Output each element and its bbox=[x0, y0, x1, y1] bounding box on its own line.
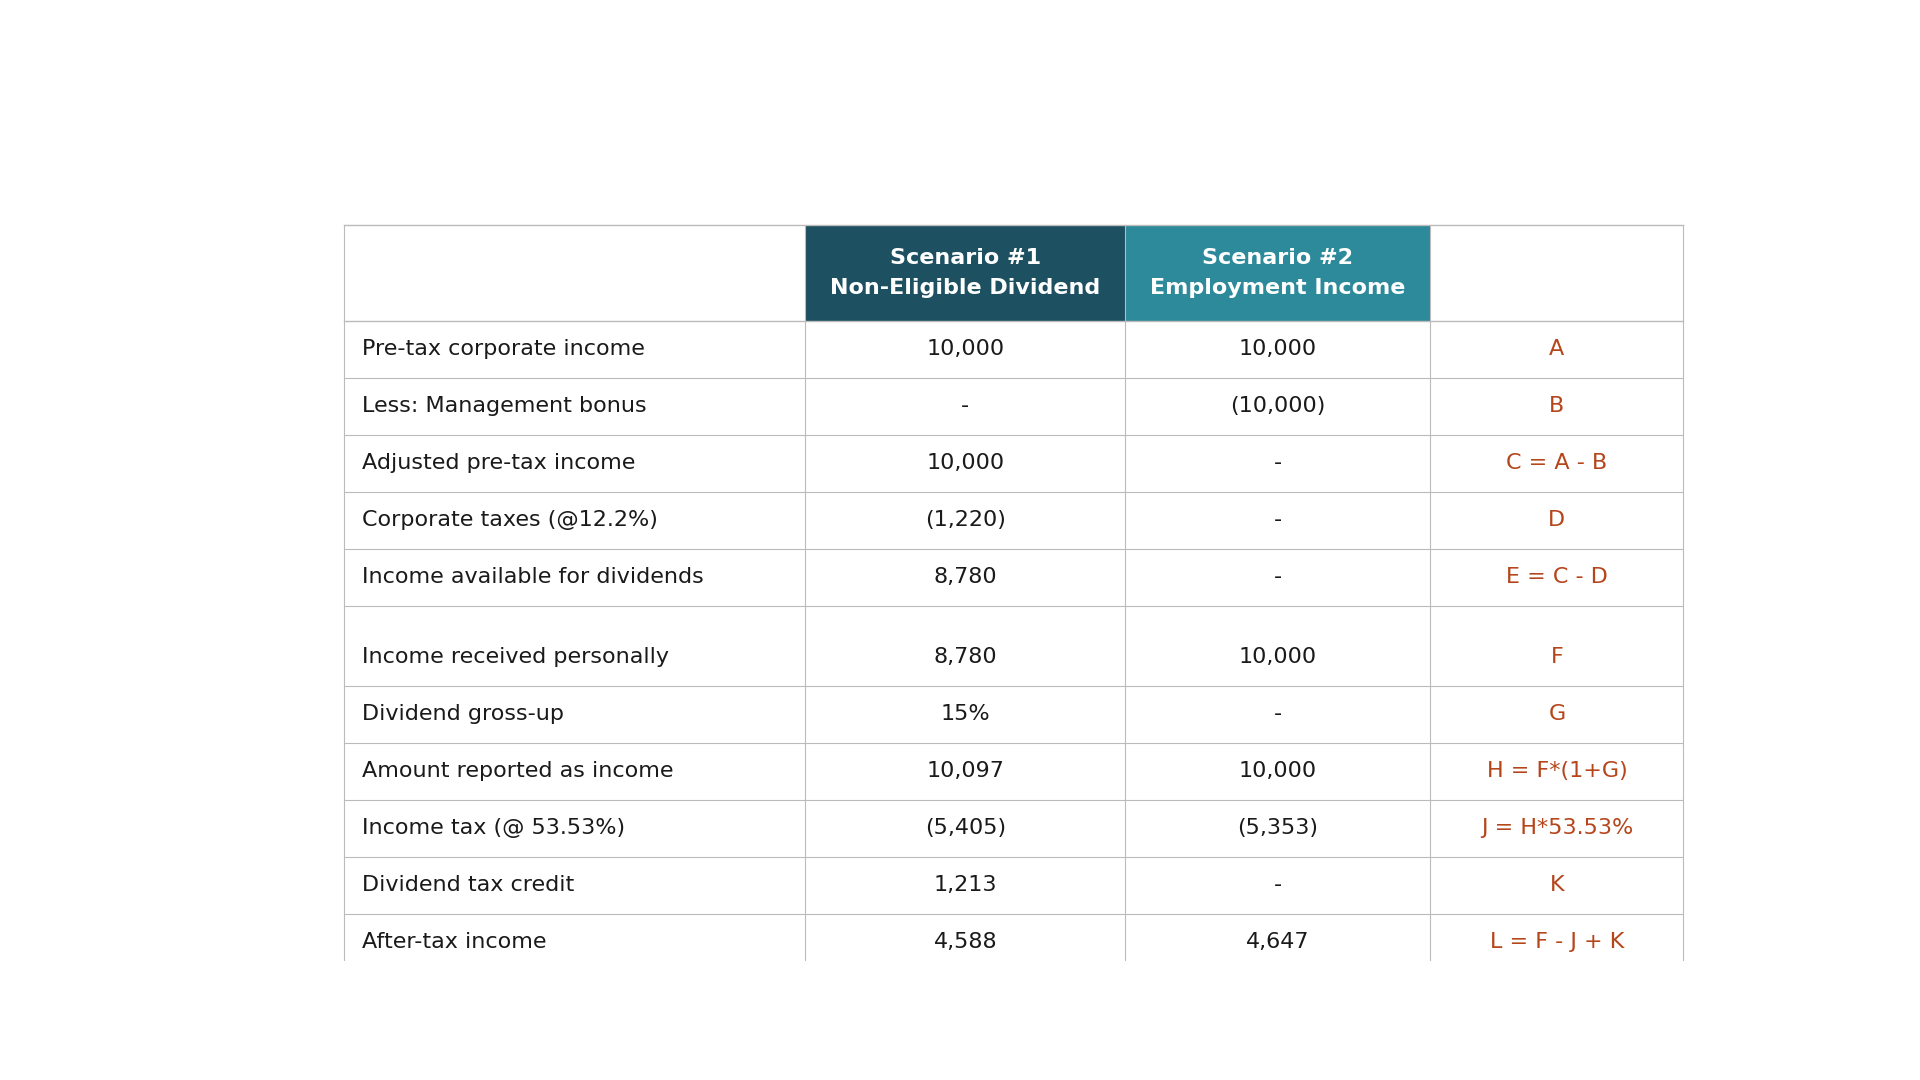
Text: (1,220): (1,220) bbox=[925, 510, 1006, 530]
Text: 15%: 15% bbox=[941, 704, 991, 725]
Text: 8,780: 8,780 bbox=[933, 647, 996, 667]
Text: K: K bbox=[1549, 875, 1565, 895]
Text: Income received personally: Income received personally bbox=[363, 647, 668, 667]
Text: F: F bbox=[1551, 647, 1563, 667]
Text: (10,000): (10,000) bbox=[1231, 396, 1325, 416]
Text: D: D bbox=[1548, 510, 1565, 530]
Text: Scenario #2
Employment Income: Scenario #2 Employment Income bbox=[1150, 248, 1405, 298]
Text: 10,000: 10,000 bbox=[925, 454, 1004, 473]
Text: B: B bbox=[1549, 396, 1565, 416]
Text: 8,780: 8,780 bbox=[933, 567, 996, 588]
Text: L = F - J + K: L = F - J + K bbox=[1490, 932, 1624, 953]
Text: C = A - B: C = A - B bbox=[1507, 454, 1607, 473]
Text: (5,405): (5,405) bbox=[925, 819, 1006, 838]
Text: -: - bbox=[1273, 510, 1283, 530]
Text: (5,353): (5,353) bbox=[1236, 819, 1319, 838]
Text: E = C - D: E = C - D bbox=[1505, 567, 1607, 588]
Text: H = F*(1+G): H = F*(1+G) bbox=[1486, 761, 1628, 782]
Text: Corporate taxes (@12.2%): Corporate taxes (@12.2%) bbox=[363, 510, 659, 530]
Text: 10,000: 10,000 bbox=[925, 339, 1004, 360]
Text: 10,097: 10,097 bbox=[927, 761, 1004, 782]
Text: 1,213: 1,213 bbox=[933, 875, 996, 895]
Text: Less: Management bonus: Less: Management bonus bbox=[363, 396, 647, 416]
Text: Scenario #1
Non-Eligible Dividend: Scenario #1 Non-Eligible Dividend bbox=[829, 248, 1100, 298]
Text: J = H*53.53%: J = H*53.53% bbox=[1480, 819, 1634, 838]
Text: -: - bbox=[1273, 454, 1283, 473]
Text: After-tax income: After-tax income bbox=[363, 932, 547, 953]
Text: -: - bbox=[1273, 704, 1283, 725]
Text: 10,000: 10,000 bbox=[1238, 647, 1317, 667]
Bar bbox=[1125, 226, 1430, 321]
Text: 4,588: 4,588 bbox=[933, 932, 996, 953]
Text: -: - bbox=[962, 396, 970, 416]
Text: Adjusted pre-tax income: Adjusted pre-tax income bbox=[363, 454, 636, 473]
Text: Dividend tax credit: Dividend tax credit bbox=[363, 875, 574, 895]
Text: Dividend gross-up: Dividend gross-up bbox=[363, 704, 564, 725]
Text: Pre-tax corporate income: Pre-tax corporate income bbox=[363, 339, 645, 360]
Bar bbox=[806, 226, 1125, 321]
Text: -: - bbox=[1273, 567, 1283, 588]
Text: 4,647: 4,647 bbox=[1246, 932, 1309, 953]
Text: Income available for dividends: Income available for dividends bbox=[363, 567, 705, 588]
Text: G: G bbox=[1548, 704, 1565, 725]
Text: 10,000: 10,000 bbox=[1238, 761, 1317, 782]
Text: Income tax (@ 53.53%): Income tax (@ 53.53%) bbox=[363, 819, 626, 838]
Text: A: A bbox=[1549, 339, 1565, 360]
Text: -: - bbox=[1273, 875, 1283, 895]
Text: Amount reported as income: Amount reported as income bbox=[363, 761, 674, 782]
Text: 10,000: 10,000 bbox=[1238, 339, 1317, 360]
